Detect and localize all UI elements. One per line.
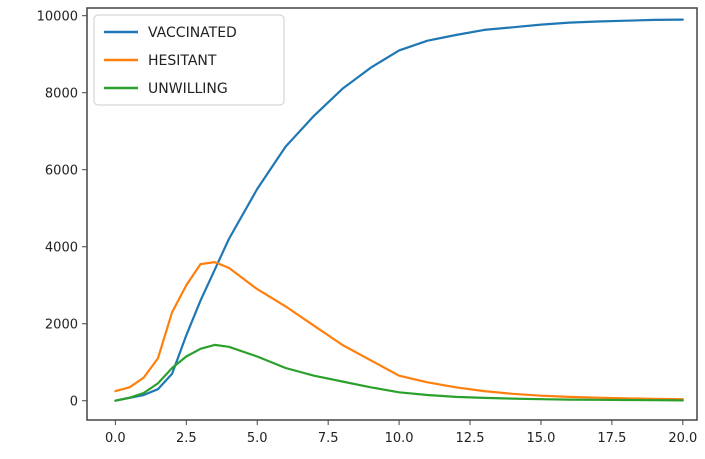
legend-label-vaccinated: VACCINATED <box>148 25 237 41</box>
x-axis: 0.0 2.5 5.0 7.5 10.0 12.5 15.0 17.5 20.0 <box>105 420 697 446</box>
y-tick-label: 2000 <box>45 318 78 333</box>
series-layer <box>114 18 684 402</box>
series-line-unwilling <box>114 343 684 402</box>
y-tick-label: 10000 <box>37 10 78 25</box>
x-tick-label: 17.5 <box>597 431 626 446</box>
x-tick-label: 10.0 <box>385 431 414 446</box>
y-tick-label: 4000 <box>45 241 78 256</box>
plot-frame <box>86 7 698 421</box>
y-tick-label: 0 <box>70 395 78 410</box>
x-tick-label: 2.5 <box>176 431 197 446</box>
y-axis: 0 2000 4000 6000 8000 10000 <box>37 10 87 410</box>
x-tick-label: 12.5 <box>456 431 485 446</box>
legend-label-unwilling: UNWILLING <box>148 81 228 97</box>
series-line-hesitant <box>114 261 684 401</box>
x-tick-label: 5.0 <box>247 431 268 446</box>
y-tick-label: 8000 <box>45 87 78 102</box>
series-line-vaccinated <box>114 18 684 402</box>
legend: VACCINATED HESITANT UNWILLING <box>93 14 285 106</box>
x-tick-label: 7.5 <box>318 431 339 446</box>
x-tick-label: 15.0 <box>526 431 555 446</box>
x-tick-label: 20.0 <box>668 431 697 446</box>
x-tick-label: 0.0 <box>105 431 126 446</box>
legend-label-hesitant: HESITANT <box>148 53 217 69</box>
legend-box <box>93 14 285 106</box>
y-tick-label: 6000 <box>45 164 78 179</box>
